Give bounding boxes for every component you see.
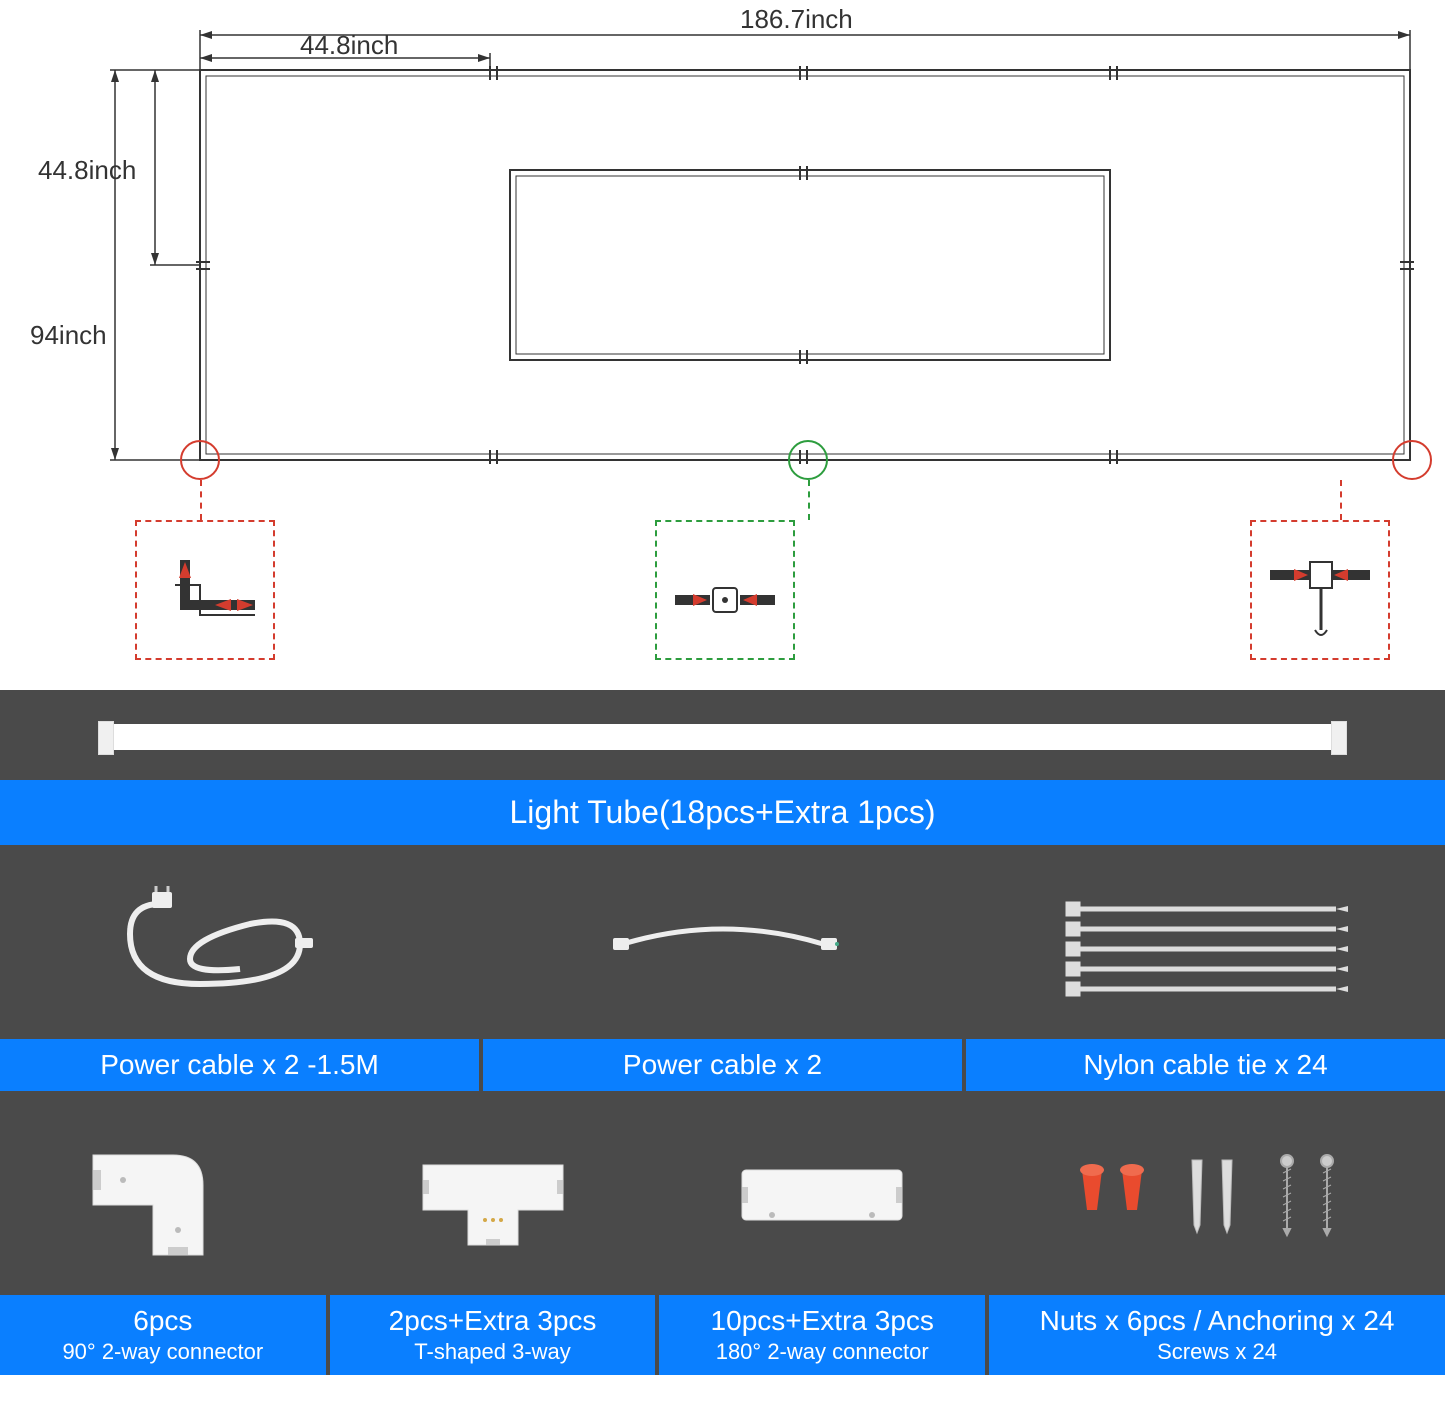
tube-label: Light Tube(18pcs+Extra 1pcs)	[0, 780, 1445, 845]
hardware-desc: Screws x 24	[989, 1339, 1445, 1365]
cable-ties-icon	[1046, 874, 1366, 1014]
straight-connector-icon	[712, 1115, 932, 1275]
parts-row-2: 6pcs 90° 2-way connector 2pcs+Extra 3pcs…	[0, 1091, 1445, 1375]
dim-segment-width: 44.8inch	[300, 30, 398, 61]
power-cable-label: Power cable x 2	[483, 1039, 962, 1091]
t-connector-icon	[393, 1115, 593, 1275]
connector-cable-icon	[583, 874, 863, 1014]
dim-total-width: 186.7inch	[740, 4, 853, 35]
detail-inline-180	[655, 520, 795, 660]
part-cable-ties: Nylon cable tie x 24	[966, 849, 1445, 1091]
cable-ties-label: Nylon cable tie x 24	[966, 1039, 1445, 1091]
parts-list: Light Tube(18pcs+Extra 1pcs) Power cable…	[0, 690, 1445, 1375]
inline-marker-middle	[788, 440, 828, 480]
dash-middle	[808, 480, 810, 520]
hardware-qty: Nuts x 6pcs / Anchoring x 24	[1040, 1305, 1395, 1336]
light-tube-icon	[100, 724, 1345, 750]
tube-image-section	[0, 694, 1445, 780]
dash-right	[1340, 480, 1342, 520]
technical-diagram: 186.7inch 44.8inch 44.8inch 94inch	[0, 0, 1445, 690]
t-desc: T-shaped 3-way	[330, 1339, 656, 1365]
corner-connector-icon	[63, 1115, 263, 1275]
straight-connector-label: 10pcs+Extra 3pcs 180° 2-way connector	[659, 1295, 985, 1375]
part-power-cable-plug: Power cable x 2 -1.5M	[0, 849, 479, 1091]
power-cable-plug-label: Power cable x 2 -1.5M	[0, 1039, 479, 1091]
corner-desc: 90° 2-way connector	[0, 1339, 326, 1365]
detail-corner-90	[135, 520, 275, 660]
straight-qty: 10pcs+Extra 3pcs	[711, 1305, 934, 1336]
t-marker-right	[1392, 440, 1432, 480]
parts-row-1: Power cable x 2 -1.5M Power cable x 2	[0, 845, 1445, 1091]
hardware-label: Nuts x 6pcs / Anchoring x 24 Screws x 24	[989, 1295, 1445, 1375]
part-corner-connector: 6pcs 90° 2-way connector	[0, 1095, 326, 1375]
corner-connector-label: 6pcs 90° 2-way connector	[0, 1295, 326, 1375]
dim-height-half: 44.8inch	[38, 155, 136, 186]
t-connector-label: 2pcs+Extra 3pcs T-shaped 3-way	[330, 1295, 656, 1375]
hardware-icon	[1037, 1115, 1397, 1275]
power-plug-cable-icon	[100, 874, 380, 1014]
part-straight-connector: 10pcs+Extra 3pcs 180° 2-way connector	[659, 1095, 985, 1375]
corner-marker-left	[180, 440, 220, 480]
part-t-connector: 2pcs+Extra 3pcs T-shaped 3-way	[330, 1095, 656, 1375]
dash-left	[200, 480, 202, 520]
part-hardware: Nuts x 6pcs / Anchoring x 24 Screws x 24	[989, 1095, 1445, 1375]
detail-t-shaped	[1250, 520, 1390, 660]
corner-qty: 6pcs	[133, 1305, 192, 1336]
part-power-cable: Power cable x 2	[483, 849, 962, 1091]
t-qty: 2pcs+Extra 3pcs	[389, 1305, 597, 1336]
straight-desc: 180° 2-way connector	[659, 1339, 985, 1365]
dim-total-height: 94inch	[30, 320, 107, 351]
